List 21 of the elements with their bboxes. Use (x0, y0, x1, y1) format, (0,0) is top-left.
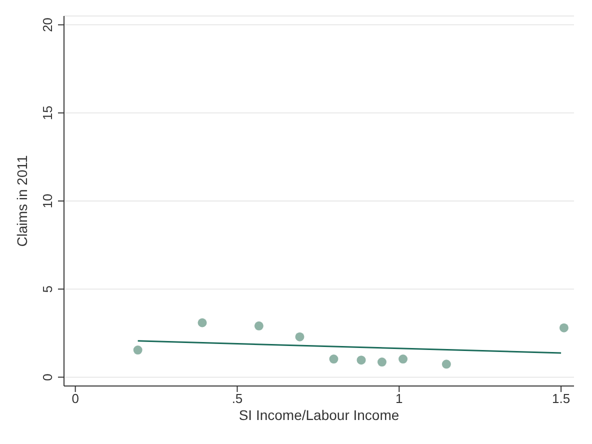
point (133, 346, 142, 355)
x-tick-label: 0 (72, 391, 79, 406)
y-tick-label: 10 (40, 194, 55, 208)
y-tick-label: 15 (40, 106, 55, 120)
y-tick-label: 20 (40, 18, 55, 32)
point (442, 360, 451, 369)
point (559, 323, 568, 332)
x-tick-label: .5 (232, 391, 243, 406)
y-tick-label: 5 (40, 285, 55, 293)
point (295, 332, 304, 342)
point (377, 358, 386, 367)
point (254, 321, 264, 330)
x-tick-label: 1 (396, 391, 403, 406)
point (329, 354, 338, 364)
point (198, 318, 207, 328)
point (398, 354, 408, 364)
x-tick-label: 1.5 (552, 391, 570, 406)
x-axis-title: SI Income/Labour Income (238, 407, 400, 423)
y-tick-label: 0 (40, 374, 55, 381)
point (356, 356, 366, 365)
y-axis-title: Claims in 2011 (14, 155, 30, 247)
